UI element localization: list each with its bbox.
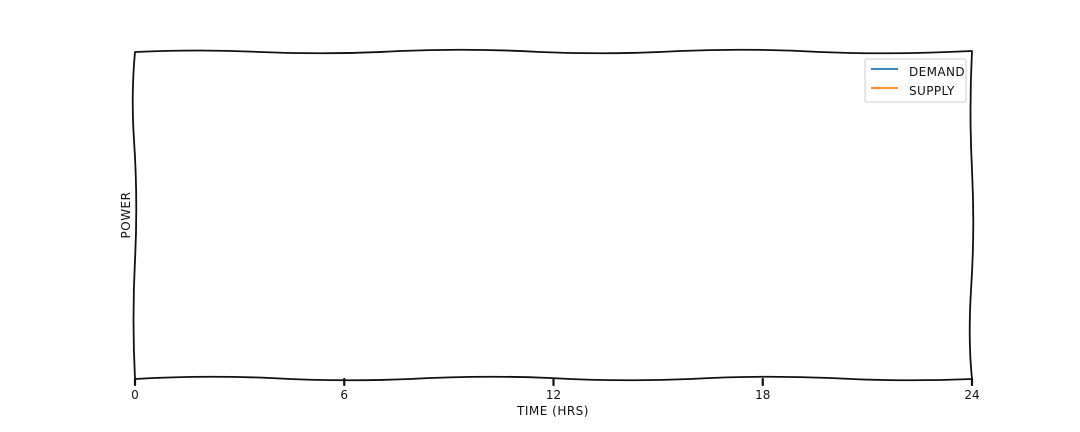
axes-frame	[131, 48, 975, 382]
x-tick-label-18: 18	[755, 388, 770, 402]
x-axis-ticks: 0 6 12 18 24	[131, 377, 980, 402]
x-tick-label-0: 0	[131, 388, 139, 402]
legend-label-supply: SUPPLY	[909, 84, 955, 98]
legend-label-demand: DEMAND	[909, 65, 965, 79]
x-tick-label-24: 24	[964, 388, 979, 402]
x-axis-label: TIME (HRS)	[516, 404, 589, 418]
y-axis-label: POWER	[119, 192, 133, 239]
x-tick-label-12: 12	[546, 388, 561, 402]
legend: DEMAND SUPPLY	[864, 58, 967, 103]
x-tick-label-6: 6	[340, 388, 348, 402]
